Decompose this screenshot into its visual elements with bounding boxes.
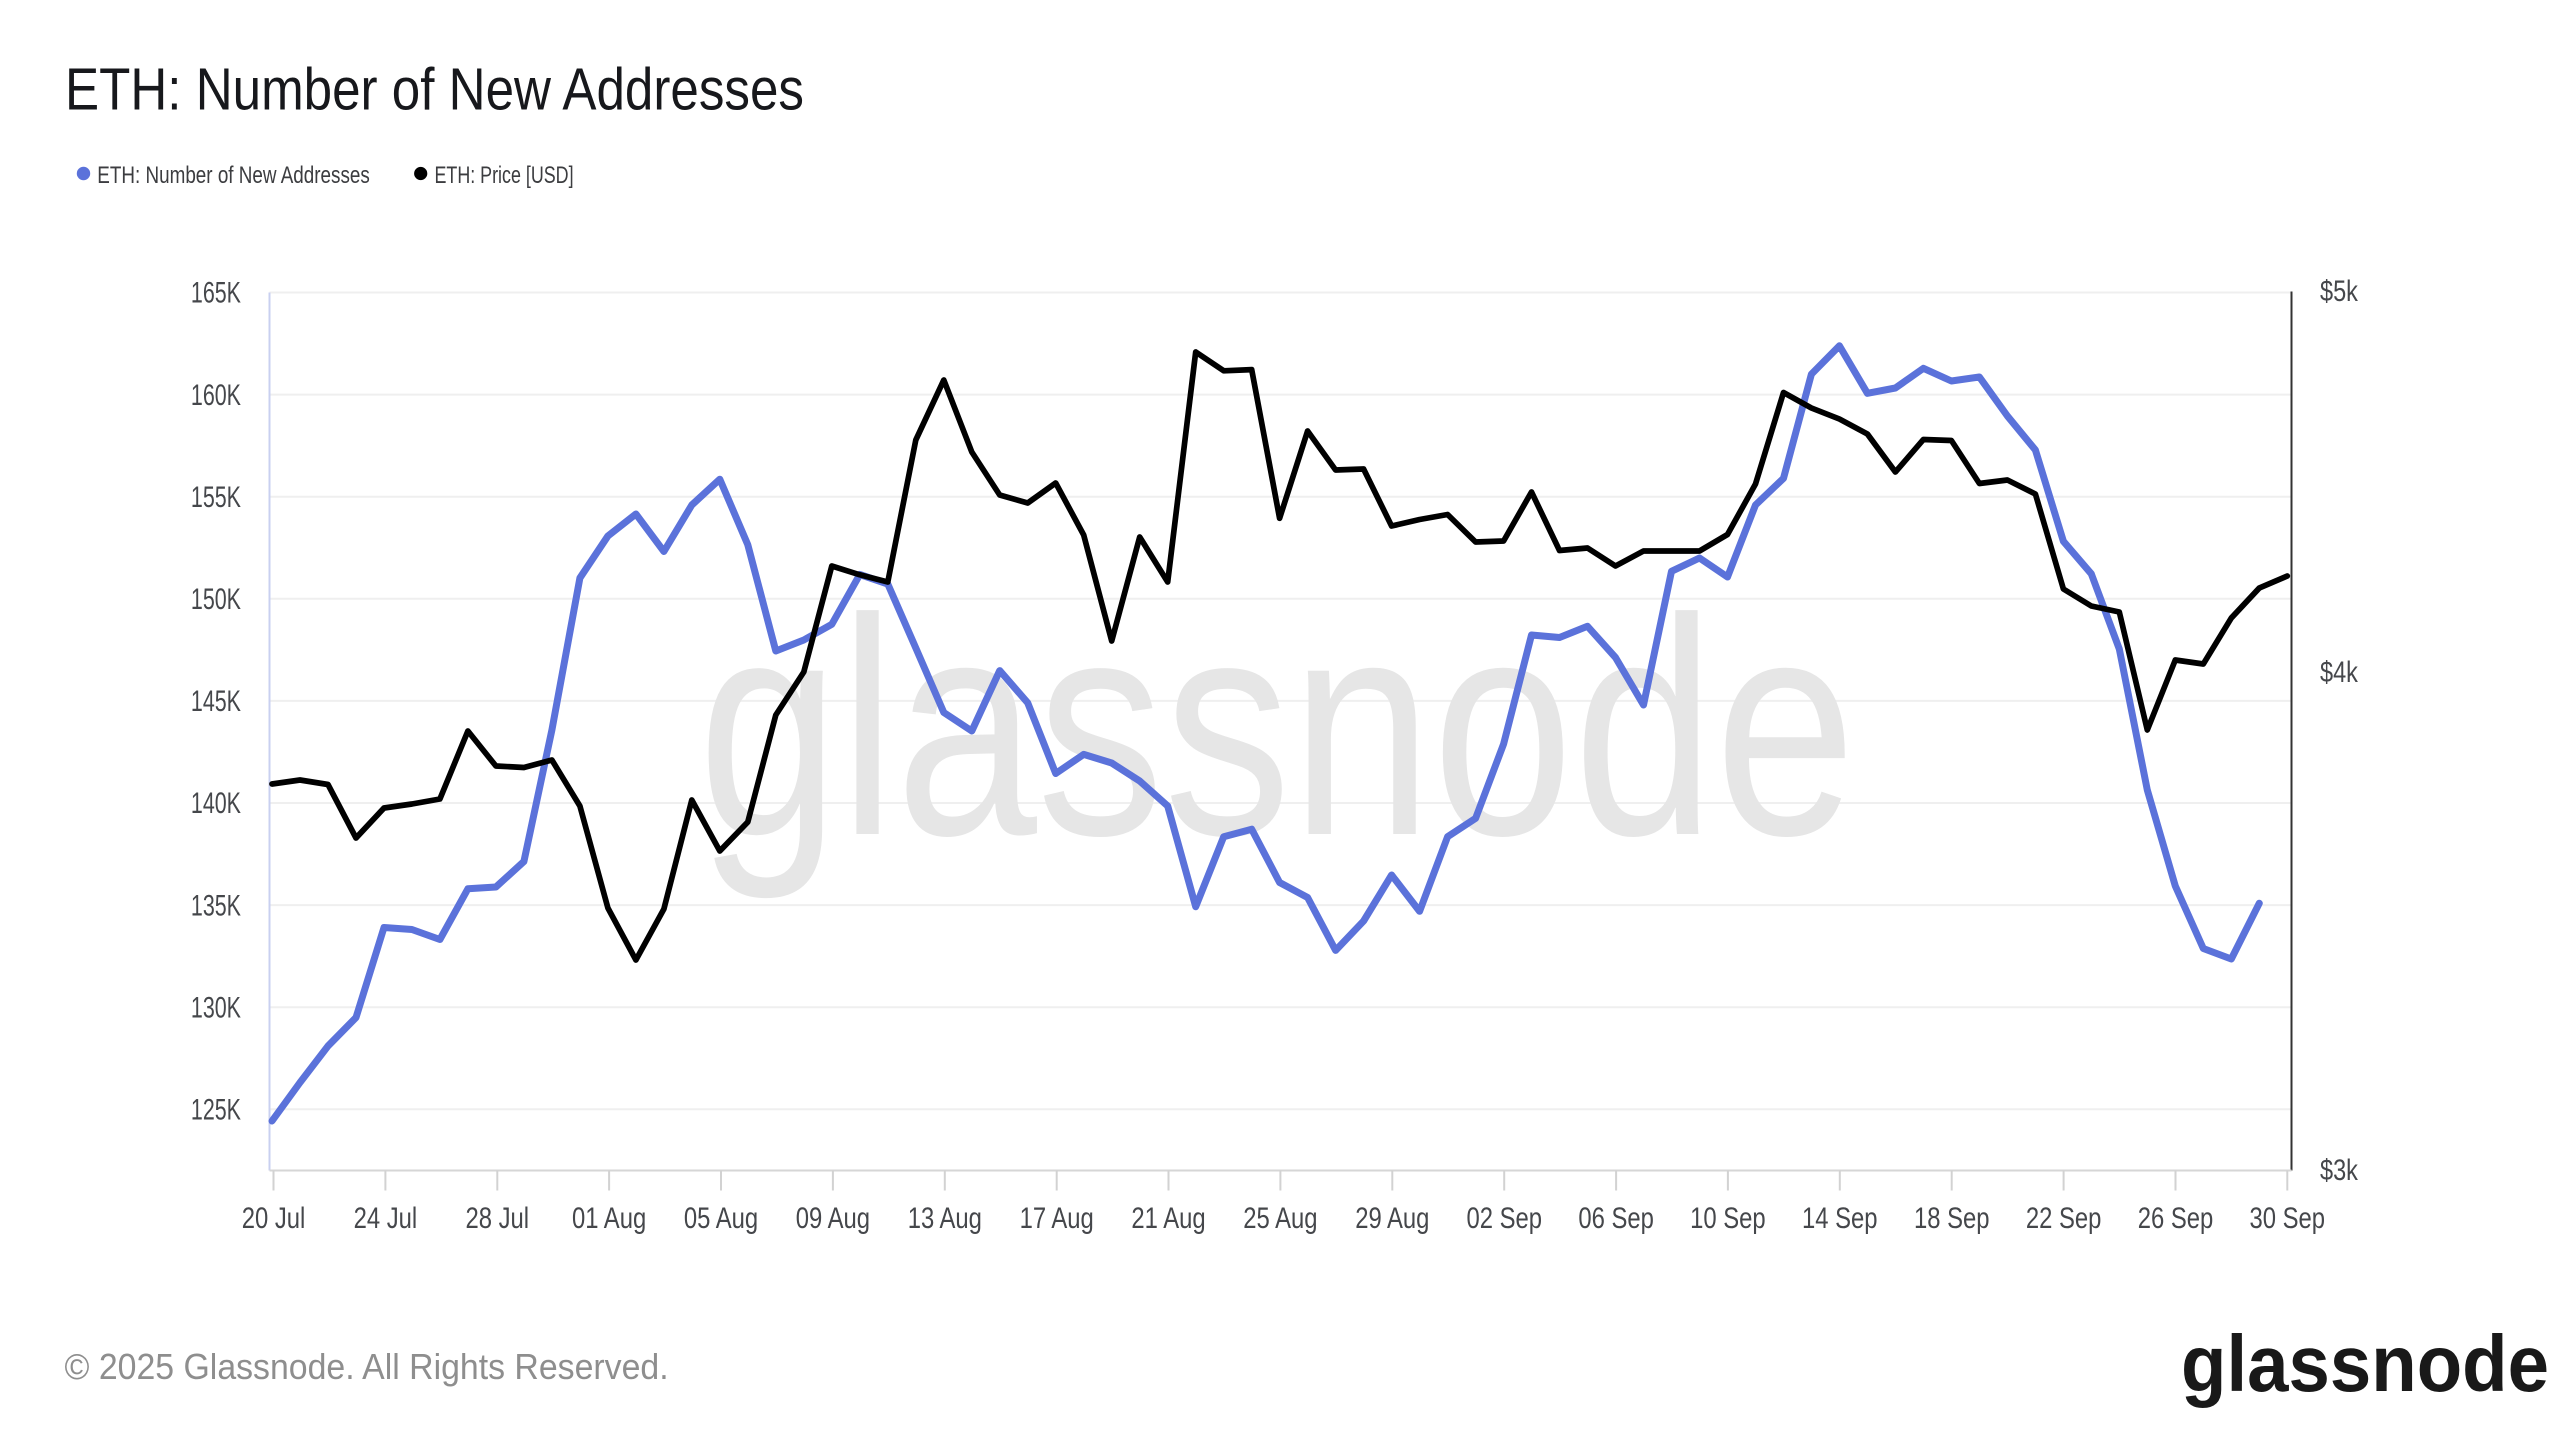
svg-text:$3k: $3k — [2320, 1154, 2358, 1187]
svg-text:25 Aug: 25 Aug — [1243, 1201, 1317, 1234]
svg-text:21 Aug: 21 Aug — [1131, 1201, 1205, 1234]
svg-text:22 Sep: 22 Sep — [2026, 1201, 2102, 1234]
svg-text:10 Sep: 10 Sep — [1690, 1201, 1766, 1234]
svg-text:ETH: Number of New Addresses: ETH: Number of New Addresses — [65, 56, 804, 122]
svg-text:$5k: $5k — [2320, 275, 2358, 308]
svg-text:125K: 125K — [191, 1092, 242, 1126]
svg-text:ETH: Number of New Addresses: ETH: Number of New Addresses — [97, 160, 370, 188]
svg-text:$4k: $4k — [2320, 656, 2358, 689]
svg-text:glassnode: glassnode — [2181, 1320, 2549, 1409]
svg-text:glassnode: glassnode — [698, 555, 1856, 902]
svg-text:145K: 145K — [191, 684, 242, 718]
svg-text:140K: 140K — [191, 786, 242, 820]
svg-text:160K: 160K — [191, 377, 242, 411]
svg-text:05 Aug: 05 Aug — [684, 1201, 758, 1234]
svg-text:13 Aug: 13 Aug — [908, 1201, 982, 1234]
svg-text:135K: 135K — [191, 888, 242, 922]
svg-text:02 Sep: 02 Sep — [1466, 1201, 1542, 1234]
svg-text:150K: 150K — [191, 581, 242, 615]
svg-text:18 Sep: 18 Sep — [1914, 1201, 1990, 1234]
svg-text:01 Aug: 01 Aug — [572, 1201, 646, 1234]
svg-text:24 Jul: 24 Jul — [354, 1201, 418, 1234]
svg-text:09 Aug: 09 Aug — [796, 1201, 870, 1234]
svg-text:14 Sep: 14 Sep — [1802, 1201, 1878, 1234]
svg-text:© 2025 Glassnode. All Rights R: © 2025 Glassnode. All Rights Reserved. — [65, 1347, 669, 1387]
svg-text:17 Aug: 17 Aug — [1020, 1201, 1094, 1234]
svg-text:28 Jul: 28 Jul — [466, 1201, 530, 1234]
svg-text:26 Sep: 26 Sep — [2138, 1201, 2214, 1234]
svg-text:06 Sep: 06 Sep — [1578, 1201, 1654, 1234]
svg-text:30 Sep: 30 Sep — [2250, 1201, 2326, 1234]
svg-text:29 Aug: 29 Aug — [1355, 1201, 1429, 1234]
svg-text:20 Jul: 20 Jul — [242, 1201, 306, 1234]
svg-text:165K: 165K — [191, 275, 242, 309]
svg-text:ETH: Price [USD]: ETH: Price [USD] — [435, 161, 574, 188]
svg-text:155K: 155K — [191, 479, 242, 513]
svg-text:130K: 130K — [191, 990, 242, 1024]
